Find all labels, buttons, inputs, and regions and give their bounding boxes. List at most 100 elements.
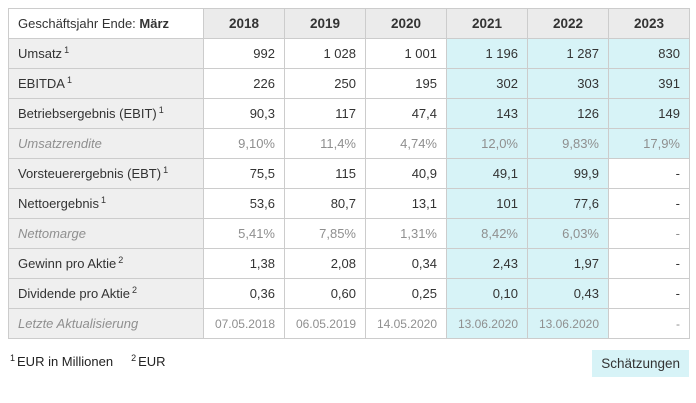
value-cell: 117 [284, 98, 366, 129]
row-label: Nettoergebnis 1 [8, 188, 204, 219]
footnote-ref: 1 [163, 164, 169, 175]
row-label: EBITDA 1 [8, 68, 204, 99]
value-cell: 0,36 [203, 278, 285, 309]
header-year-2020: 2020 [365, 8, 447, 39]
value-cell: 90,3 [203, 98, 285, 129]
value-cell: 17,9% [608, 128, 690, 159]
value-cell: 47,4 [365, 98, 447, 129]
footnotes: 1 EUR in Millionen 2 EUR [8, 350, 184, 369]
value-cell: 40,9 [365, 158, 447, 189]
table-row: Nettoergebnis 1 53,6 80,7 13,1 101 77,6- [8, 188, 690, 219]
value-cell: 8,42% [446, 218, 528, 249]
row-label-text: Umsatzrendite [18, 136, 102, 151]
value-cell: 13.06.2020 [527, 308, 609, 339]
row-label-text: Vorsteuerergebnis (EBT) [18, 166, 162, 181]
estimates-legend-badge: Schätzungen [592, 350, 689, 377]
row-label: Vorsteuerergebnis (EBT) 1 [8, 158, 204, 189]
value-cell: 115 [284, 158, 366, 189]
footnote-ref: 1 [158, 104, 164, 115]
value-cell: 226 [203, 68, 285, 99]
value-cell: 12,0% [446, 128, 528, 159]
footnote-ref: 1 [66, 74, 72, 85]
header-year-2021: 2021 [446, 8, 528, 39]
row-label-text: Dividende pro Aktie [18, 286, 131, 301]
value-cell: 149 [608, 98, 690, 129]
value-cell: 53,6 [203, 188, 285, 219]
table-row: Vorsteuerergebnis (EBT) 1 75,5 115 40,9 49,1 9… [8, 158, 690, 189]
value-cell: 1 287 [527, 38, 609, 69]
table-row: Letzte Aktualisierung 07.05.2018 06.05.201… [8, 308, 690, 339]
value-cell: 126 [527, 98, 609, 129]
row-label-text: Letzte Aktualisierung [18, 316, 139, 331]
value-cell: 391 [608, 68, 690, 99]
value-cell: 1,31% [365, 218, 447, 249]
value-cell: 07.05.2018 [203, 308, 285, 339]
financials-page: Geschäftsjahr Ende: März 2018 2019 2020 … [8, 8, 690, 377]
row-label: Umsatzrendite [8, 128, 204, 159]
row-label-text: Betriebsergebnis (EBIT) [18, 106, 157, 121]
value-cell: 77,6 [527, 188, 609, 219]
value-cell: 5,41% [203, 218, 285, 249]
value-cell: 0,10 [446, 278, 528, 309]
row-label-text: EBITDA [18, 76, 65, 91]
value-cell: 13,1 [365, 188, 447, 219]
value-cell: 1,97 [527, 248, 609, 279]
value-cell: 11,4% [284, 128, 366, 159]
footnote-2-text: EUR [138, 354, 166, 369]
table-row: Nettomarge 5,41% 7,85% 1,31% 8,42% 6,03% - [8, 218, 690, 249]
table-header-row: Geschäftsjahr Ende: März 2018 2019 2020 … [8, 8, 690, 39]
row-label: Betriebsergebnis (EBIT) 1 [8, 98, 204, 129]
value-cell: - [608, 278, 690, 309]
value-cell: 992 [203, 38, 285, 69]
value-cell: 1 028 [284, 38, 366, 69]
value-cell: 250 [284, 68, 366, 99]
value-cell: - [608, 218, 690, 249]
footnote-1: 1 EUR in Millionen [10, 352, 113, 369]
value-cell: - [608, 188, 690, 219]
value-cell: 9,83% [527, 128, 609, 159]
value-cell: 9,10% [203, 128, 285, 159]
footnote-1-marker: 1 [10, 352, 16, 363]
table-footer: 1 EUR in Millionen 2 EUR Schätzungen [8, 350, 689, 377]
value-cell: 0,43 [527, 278, 609, 309]
value-cell: 49,1 [446, 158, 528, 189]
table-row: Umsatz 1 992 1 028 1 001 1 196 1 287 830 [8, 38, 690, 69]
footnote-ref: 2 [118, 254, 124, 265]
header-fiscal-year-end: Geschäftsjahr Ende: März [8, 8, 204, 39]
footnote-ref: 1 [100, 194, 106, 205]
header-year-2019: 2019 [284, 8, 366, 39]
value-cell: 2,08 [284, 248, 366, 279]
fiscal-year-end-label: Geschäftsjahr Ende: [18, 16, 136, 31]
value-cell: 0,60 [284, 278, 366, 309]
value-cell: 06.05.2019 [284, 308, 366, 339]
value-cell: 143 [446, 98, 528, 129]
row-label-text: Nettomarge [18, 226, 86, 241]
value-cell: 6,03% [527, 218, 609, 249]
value-cell: - [608, 248, 690, 279]
row-label-text: Gewinn pro Aktie [18, 256, 117, 271]
footnote-ref: 1 [64, 44, 70, 55]
value-cell: 7,85% [284, 218, 366, 249]
footnote-ref: 2 [132, 284, 138, 295]
fiscal-year-end-month: März [139, 16, 170, 31]
table-row: EBITDA 1 226 250 195 302 303 391 [8, 68, 690, 99]
value-cell: - [608, 308, 690, 339]
value-cell: 195 [365, 68, 447, 99]
value-cell: 4,74% [365, 128, 447, 159]
value-cell: 830 [608, 38, 690, 69]
financials-table: Geschäftsjahr Ende: März 2018 2019 2020 … [8, 8, 690, 339]
value-cell: - [608, 158, 690, 189]
row-label: Nettomarge [8, 218, 204, 249]
value-cell: 0,34 [365, 248, 447, 279]
table-row: Betriebsergebnis (EBIT) 1 90,3 117 47,4 143 12… [8, 98, 690, 129]
table-row: Gewinn pro Aktie 2 1,38 2,08 0,34 2,43 1,97- [8, 248, 690, 279]
row-label-text: Umsatz [18, 46, 63, 61]
row-label: Umsatz 1 [8, 38, 204, 69]
value-cell: 1,38 [203, 248, 285, 279]
row-label-text: Nettoergebnis [18, 196, 99, 211]
header-year-2023: 2023 [608, 8, 690, 39]
header-year-2018: 2018 [203, 8, 285, 39]
value-cell: 13.06.2020 [446, 308, 528, 339]
value-cell: 99,9 [527, 158, 609, 189]
row-label: Dividende pro Aktie 2 [8, 278, 204, 309]
